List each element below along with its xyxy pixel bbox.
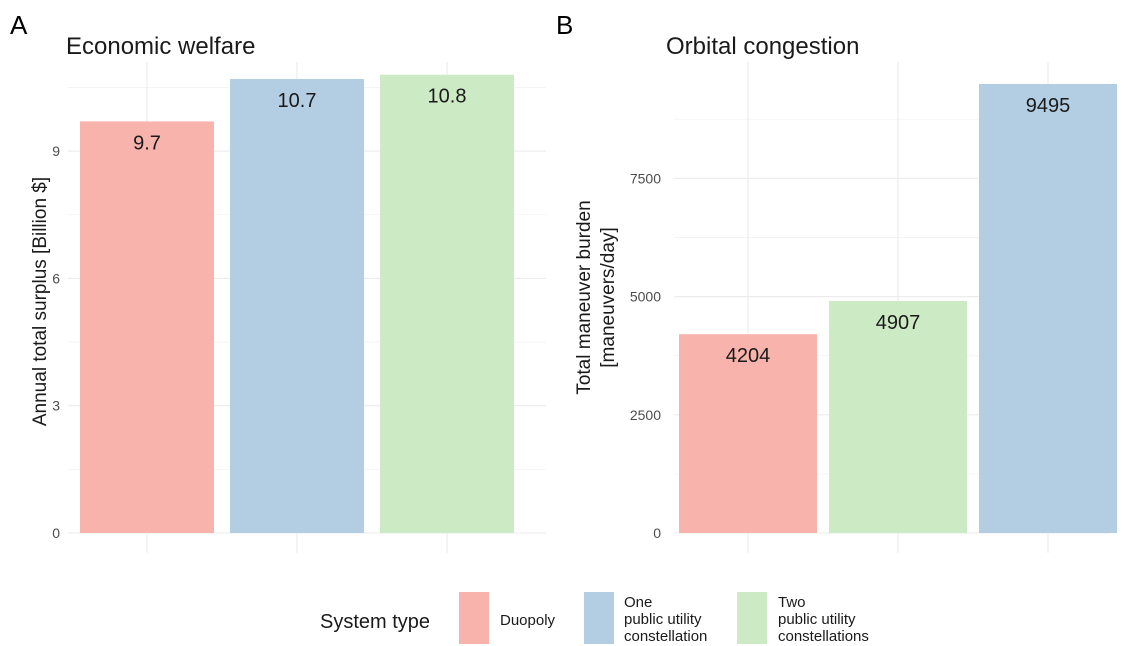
panel-a: A Economic welfare 0 3 6 9 9.7 10.7 10.8 Annual t… [10, 10, 546, 553]
y-tick-label: 9 [52, 143, 60, 159]
y-tick-label: 0 [653, 525, 661, 541]
data-label: 10.7 [278, 90, 317, 112]
data-label: 4204 [726, 345, 771, 367]
bar [679, 334, 817, 533]
y-tick-label: 3 [52, 398, 60, 414]
y-axis-label: [maneuvers/day] [598, 227, 619, 367]
bar [80, 121, 214, 534]
bar [979, 83, 1117, 534]
legend-key [737, 592, 767, 644]
legend-label: constellation [624, 628, 707, 645]
y-tick-label: 7500 [630, 170, 661, 186]
y-tick-label: 5000 [630, 289, 661, 305]
y-axis-label: Total maneuver burden [574, 200, 595, 394]
y-tick-label: 6 [52, 270, 60, 286]
legend-label: One [624, 594, 652, 611]
y-tick-label: 2500 [630, 407, 661, 423]
legend-label: public utility [624, 611, 702, 628]
legend-key [459, 592, 489, 644]
bar [230, 78, 364, 534]
legend-title: System type [320, 611, 430, 633]
y-axis-label: Annual total surplus [Billion $] [30, 177, 51, 426]
data-label: 9.7 [133, 132, 161, 154]
panel-b: B Orbital congestion 0 2500 5000 7500 4204 4907… [556, 10, 1117, 553]
y-tick-label: 0 [52, 525, 60, 541]
chart-title: Orbital congestion [666, 33, 859, 60]
legend-key [584, 592, 614, 644]
legend-label: Two [778, 594, 806, 611]
legend-label: constellations [778, 628, 869, 645]
data-label: 9495 [1026, 95, 1071, 117]
panel-letter: B [556, 10, 573, 40]
chart-title: Economic welfare [66, 33, 255, 60]
legend-label: public utility [778, 611, 856, 628]
panel-letter: A [10, 10, 28, 40]
data-label: 10.8 [428, 86, 467, 108]
bar [829, 300, 967, 533]
legend-label: Duopoly [500, 612, 556, 629]
data-label: 4907 [876, 312, 921, 334]
bar [380, 74, 514, 533]
